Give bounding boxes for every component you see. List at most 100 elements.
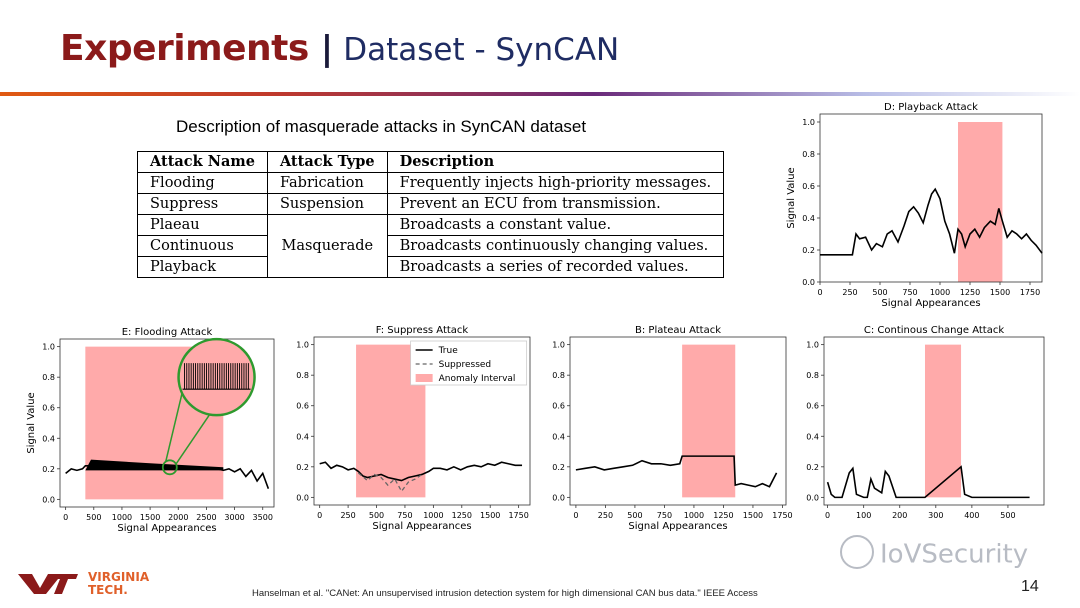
table-row: Continuous Broadcasts continuously chang… (137, 235, 725, 257)
x-tick-label: 2500 (196, 513, 216, 522)
table-cell: Plaeau (137, 214, 268, 236)
legend-entry: Suppressed (439, 360, 492, 370)
zoom-spikes (184, 363, 249, 390)
x-tick-label: 250 (598, 511, 613, 520)
y-tick-label: 0.6 (802, 182, 815, 191)
y-tick-label: 0.2 (296, 463, 309, 472)
y-tick-label: 1.0 (296, 341, 309, 350)
legend-swatch-anomaly (415, 374, 433, 382)
x-tick-label: 1750 (1020, 288, 1040, 297)
y-tick-label: 0.0 (802, 278, 815, 287)
series-line-suppressed (357, 472, 423, 493)
continuous-change-attack-chart: C: Continous Change Attack 0.0 0.2 0.4 0.6 0.… (796, 323, 1050, 523)
x-tick-label: 1250 (452, 511, 472, 520)
y-tick-label: 0.2 (806, 463, 819, 472)
x-tick-label: 750 (657, 511, 672, 520)
plateau-chart-svg: B: Plateau Attack 0.0 0.2 0.4 0.6 0.8 1.0 0 250 5… (552, 325, 792, 532)
playback-attack-chart: D: Playback Attack 0.0 0.2 0.4 0.6 0.8 1.0 0 250… (784, 100, 1050, 310)
series-line-0 (65, 464, 270, 489)
anomaly-interval (958, 122, 1003, 282)
table-cell: Masquerade (266, 214, 388, 278)
y-tick-label: 0.6 (806, 402, 819, 411)
x-axis-label: Signal Appearances (881, 298, 980, 309)
plot-frame (59, 338, 275, 508)
title-subtitle: Dataset - SynCAN (343, 32, 620, 68)
x-tick-label: 750 (397, 511, 412, 520)
y-tick-label: 0.4 (802, 214, 815, 223)
y-tick-label: 0.4 (806, 432, 819, 441)
y-tick-label: 0.2 (42, 465, 55, 474)
x-axis-label: Signal Appearances (372, 521, 471, 532)
table-cell: Suppress (137, 193, 268, 215)
table-header-cell: Attack Name (137, 151, 268, 173)
zoom-connector (175, 412, 212, 465)
table-header-cell: Attack Type (266, 151, 388, 173)
flooding-chart-svg: E: Flooding Attack 0.0 0.2 0.4 0.6 0.8 1.0 0 500… (26, 327, 275, 534)
title-divider (0, 92, 1080, 96)
y-tick-label: 0.6 (42, 404, 55, 413)
series-line-true (319, 461, 523, 482)
x-tick-label: 0 (573, 511, 578, 520)
x-tick-label: 100 (856, 511, 871, 520)
x-tick-label: 1500 (140, 513, 160, 522)
x-tick-label: 1500 (990, 288, 1010, 297)
x-tick-label: 0 (63, 513, 68, 522)
table-row: Plaeau Masquerade Broadcasts a constant … (137, 214, 725, 278)
table-cell: Playback (137, 256, 268, 278)
y-tick-label: 0.4 (552, 432, 565, 441)
x-tick-label: 500 (369, 511, 384, 520)
anomaly-interval (924, 344, 962, 498)
y-tick-label: 1.0 (802, 118, 815, 127)
table-cell: Flooding (137, 172, 268, 194)
table-header-row: Attack Name Attack Type Description (137, 151, 725, 173)
series-line-0 (820, 187, 1043, 256)
x-tick-label: 750 (902, 288, 917, 297)
plot-frame (569, 336, 787, 506)
y-axis-label: Signal Value (786, 167, 797, 228)
x-tick-label: 0 (817, 288, 822, 297)
x-tick-label: 3500 (253, 513, 273, 522)
slide-title: Experiments | Dataset - SynCAN (60, 28, 619, 78)
table-cell: Suspension (266, 193, 388, 215)
y-tick-label: 1.0 (552, 341, 565, 350)
table-cell: Fabrication (266, 172, 388, 194)
x-axis-label: Signal Appearances (628, 521, 727, 532)
watermark-text: IoVSecurity (880, 539, 1029, 570)
playback-chart-svg: D: Playback Attack 0.0 0.2 0.4 0.6 0.8 1.0 0 250… (786, 102, 1043, 309)
plateau-attack-chart: B: Plateau Attack 0.0 0.2 0.4 0.6 0.8 1.0 0 250 5… (540, 323, 792, 537)
suppress-attack-chart: F: Suppress Attack 0.0 0.2 0.4 0.6 0.8 1.0 0 250… (286, 323, 536, 537)
x-tick-label: 1250 (713, 511, 733, 520)
x-tick-label: 2000 (168, 513, 188, 522)
plot-frame (823, 336, 1045, 506)
table-header-cell: Description (386, 151, 725, 173)
attack-table: Attack Name Attack Type Description Floo… (137, 151, 725, 278)
table-caption: Description of masquerade attacks in Syn… (176, 117, 587, 136)
watermark: IoVSecurity (840, 535, 1029, 572)
flooding-attack-chart: E: Flooding Attack 0.0 0.2 0.4 0.6 0.8 1.0 0 500… (22, 325, 280, 539)
wechat-icon (840, 535, 874, 569)
y-tick-label: 0.2 (802, 246, 815, 255)
table-cell: Prevent an ECU from transmission. (386, 193, 725, 215)
table-cell: Broadcasts continuously changing values. (386, 235, 725, 257)
y-tick-label: 0.0 (42, 495, 55, 504)
chart-title: D: Playback Attack (884, 102, 978, 113)
suppress-chart-svg: F: Suppress Attack 0.0 0.2 0.4 0.6 0.8 1.0 0 250… (296, 325, 531, 532)
chart-title: C: Continous Change Attack (864, 325, 1004, 336)
x-tick-label: 250 (340, 511, 355, 520)
zoom-lens (177, 337, 256, 417)
x-tick-label: 500 (86, 513, 101, 522)
y-tick-label: 0.8 (552, 371, 565, 380)
zoom-connector (165, 391, 184, 462)
x-tick-label: 1000 (930, 288, 950, 297)
y-tick-label: 0.8 (296, 371, 309, 380)
x-tick-label: 400 (964, 511, 979, 520)
x-tick-label: 1000 (684, 511, 704, 520)
y-tick-label: 1.0 (806, 341, 819, 350)
y-tick-label: 0.8 (42, 373, 55, 382)
y-tick-label: 0.0 (552, 493, 565, 502)
x-tick-label: 0 (317, 511, 322, 520)
x-tick-label: 250 (842, 288, 857, 297)
logo-line2: TECH. (88, 583, 128, 596)
x-tick-label: 1500 (743, 511, 763, 520)
y-tick-label: 0.6 (296, 402, 309, 411)
